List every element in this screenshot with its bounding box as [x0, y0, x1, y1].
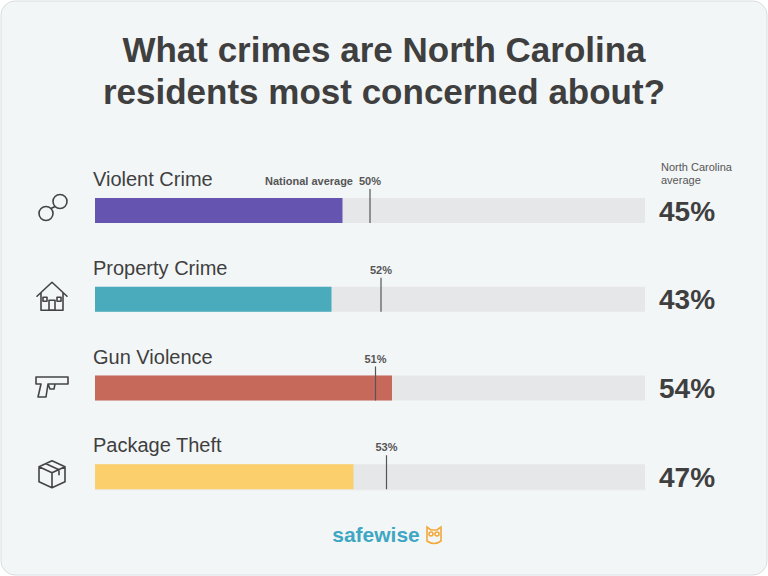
reference-label: 51%	[364, 353, 386, 365]
axis-line	[96, 489, 646, 490]
logo-part	[429, 532, 433, 536]
track	[95, 287, 645, 312]
value-header: North Carolinaaverage	[661, 161, 733, 186]
reference-line	[386, 455, 387, 489]
icon-part	[43, 297, 47, 301]
icon-part	[39, 461, 65, 488]
chart: What crimes are North Carolinaresidents …	[0, 0, 768, 576]
logo-part	[427, 527, 441, 544]
reference-label: 52%	[370, 264, 392, 276]
category-label: Package Theft	[93, 434, 222, 456]
bar	[95, 198, 343, 223]
title: What crimes are North Carolinaresidents …	[103, 30, 665, 111]
icon	[39, 461, 65, 488]
icon-part	[37, 282, 67, 310]
brand: safewise	[332, 523, 420, 546]
icons	[36, 195, 68, 488]
track	[95, 376, 645, 401]
category-label: Property Crime	[93, 257, 227, 279]
data-label: 54%	[659, 373, 715, 404]
reference-label: 50%	[359, 175, 381, 187]
bar	[95, 376, 392, 401]
bar	[95, 287, 332, 312]
data-label: 45%	[659, 196, 715, 227]
data-label: 43%	[659, 284, 715, 315]
brand-logo	[427, 527, 441, 544]
reference-line	[375, 367, 376, 401]
icon-part	[36, 377, 68, 397]
category-label: Violent Crime	[93, 168, 213, 190]
icon	[36, 377, 68, 397]
reference-name: National average	[265, 175, 353, 187]
reference-line	[369, 189, 370, 223]
x-axis	[96, 489, 646, 490]
icon-part	[51, 207, 55, 209]
logo-part	[435, 532, 439, 536]
icon-part	[57, 297, 61, 301]
icon	[39, 195, 67, 221]
background	[1, 1, 767, 575]
data-label: 47%	[659, 462, 715, 493]
bar	[95, 464, 354, 489]
category-label: Gun Violence	[93, 346, 213, 368]
icon-part	[49, 300, 55, 310]
track	[95, 464, 645, 489]
reference-label: 53%	[375, 441, 397, 453]
icon	[37, 282, 67, 310]
reference-line	[380, 278, 381, 312]
labels: Violent Crime Property Crime Gun Violence P…	[93, 161, 733, 493]
